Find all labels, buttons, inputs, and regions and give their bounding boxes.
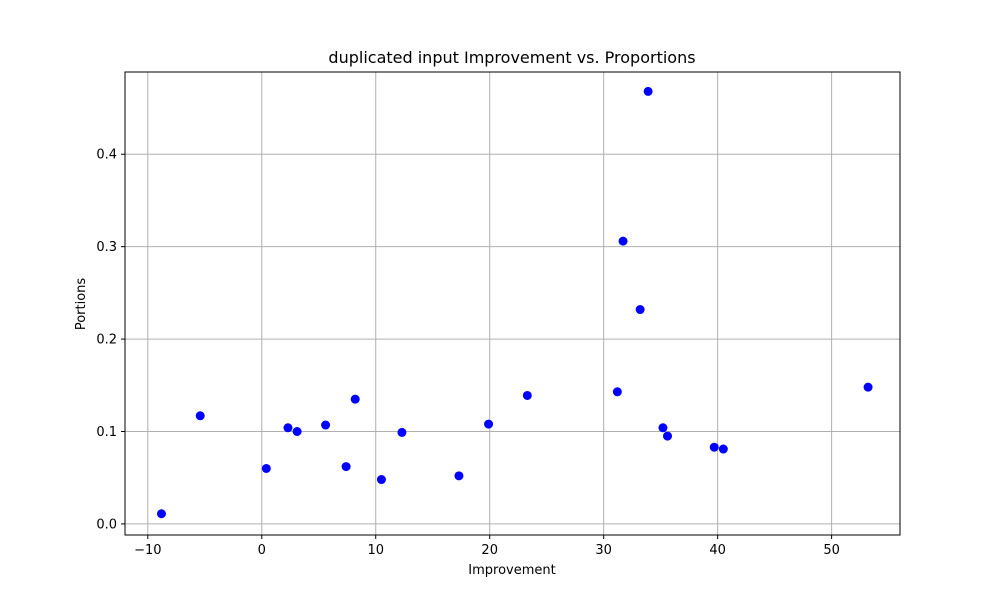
x-axis-label: Improvement [468,563,555,578]
data-point [484,419,494,429]
x-tick-label: 30 [595,543,612,558]
y-tick-label: 0.2 [96,333,117,348]
data-point [618,236,628,246]
data-point [643,86,653,96]
data-point [718,444,728,454]
data-point [261,463,271,473]
y-axis-label: Portions [74,278,89,331]
data-points [156,86,873,519]
data-point [283,423,293,433]
data-point [709,442,719,452]
grid-lines [125,72,900,535]
x-tick-label: 40 [709,543,726,558]
y-tick-label: 0.4 [96,148,117,163]
data-point [663,431,672,441]
axis-ticks: −10 0 10 20 30 40 50 0.0 0.1 0.2 0.3 0.4 [96,148,840,558]
x-tick-label: 0 [258,543,266,558]
x-tick-label: 20 [481,543,498,558]
data-point [635,305,645,315]
data-point [376,475,386,485]
data-point [612,387,622,397]
x-tick-label: 50 [823,543,840,558]
data-point [350,394,360,404]
y-tick-label: 0.0 [96,517,117,532]
data-point [292,426,302,436]
data-point [397,427,407,437]
chart-title: duplicated input Improvement vs. Proport… [328,48,695,67]
x-tick-label: 10 [367,543,384,558]
y-tick-label: 0.3 [96,240,117,255]
data-point [321,420,331,430]
data-point [658,423,668,433]
data-point [522,390,532,400]
data-point [156,509,166,519]
data-point [195,411,205,421]
data-point [454,471,464,481]
x-tick-label: −10 [134,543,161,558]
data-point [341,462,351,472]
plot-frame [124,71,901,536]
data-point [863,382,873,392]
y-tick-label: 0.1 [96,425,117,440]
